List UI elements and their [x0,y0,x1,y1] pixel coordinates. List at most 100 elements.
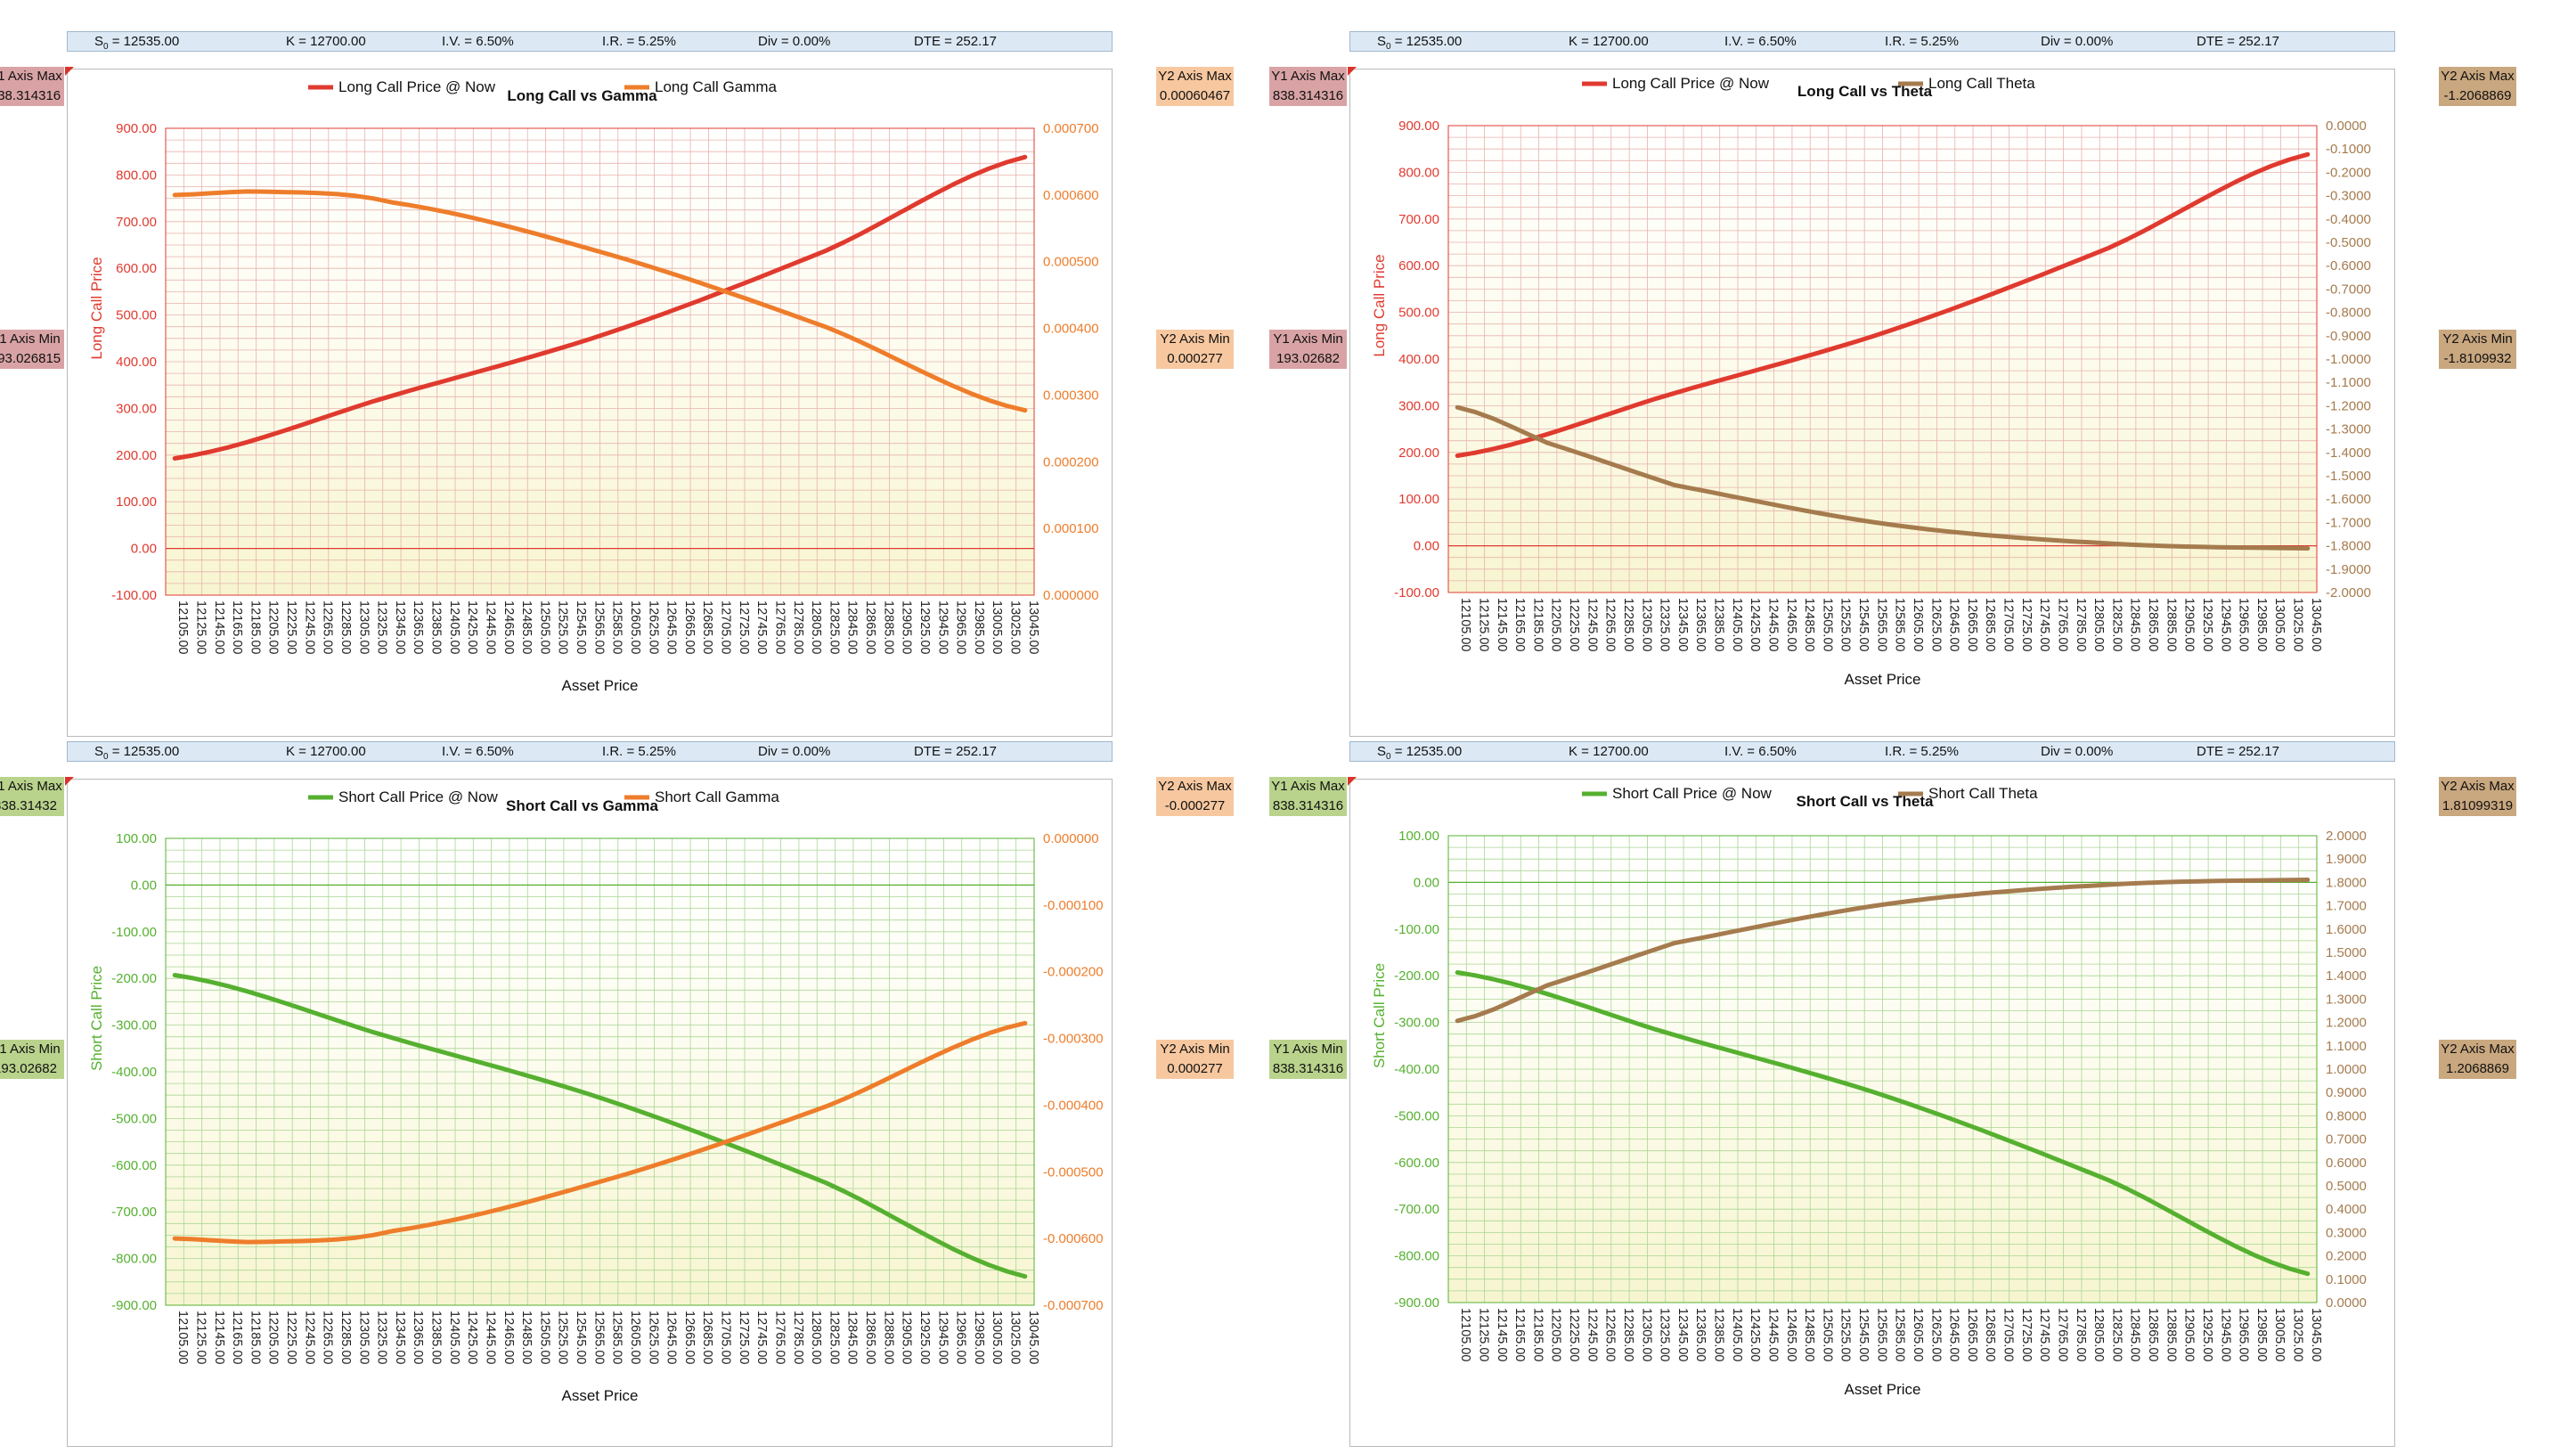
y2-tick-label: 0.9000 [2326,1085,2367,1100]
s0-subscript: 0 [103,42,109,52]
y1-axis-min-box: Y1 Axis Min 838.314316 [1269,1040,1347,1079]
y2-axis-min-value: 0.000277 [1156,1059,1234,1079]
x-tick-label: 12605.00 [1911,598,1925,651]
x-tick-label: 12545.00 [574,600,588,654]
x-tick-label: 12285.00 [1621,1308,1635,1361]
y1-tick-label: -100.00 [111,588,157,603]
legend-label-2: Long Call Gamma [655,78,778,95]
s0-label: S0 = 12535.00 [1377,32,1462,56]
y1-tick-label: -700.00 [1394,1202,1439,1217]
y2-tick-label: 0.000000 [1043,831,1099,846]
y1-axis-title: Long Call Price [1371,254,1388,356]
y1-tick-label: -500.00 [1394,1108,1439,1123]
x-tick-label: 12985.00 [972,1311,986,1364]
x-tick-label: 12785.00 [791,1311,805,1364]
y2-axis-max-value: -1.2068869 [2439,86,2516,106]
x-tick-label: 12285.00 [338,600,353,654]
y2-tick-label: -0.000200 [1043,965,1104,980]
x-axis-title: Asset Price [562,677,639,694]
y1-tick-label: -600.00 [1394,1156,1439,1171]
x-tick-label: 12585.00 [1893,1308,1907,1361]
x-tick-label: 12745.00 [754,600,769,654]
y2-tick-label: -0.5000 [2326,235,2371,250]
s0-symbol: S [1377,34,1387,49]
x-tick-label: 12985.00 [2254,1308,2269,1361]
panel-short-gamma: S0 = 12535.00 K = 12700.00 I.V. = 6.50% I.R… [0,741,1234,1454]
y1-tick-label: -100.00 [1394,922,1439,937]
y1-tick-label: -900.00 [1394,1295,1439,1311]
x-tick-label: 12985.00 [2254,598,2269,651]
x-tick-label: 12145.00 [1495,1308,1509,1361]
x-tick-label: 12665.00 [682,600,697,654]
x-tick-label: 12385.00 [1712,598,1726,651]
y2-tick-label: 0.2000 [2326,1249,2367,1264]
y2-axis-min-value: 0.000277 [1156,349,1234,369]
x-tick-label: 13005.00 [2272,598,2287,651]
x-tick-label: 12105.00 [1458,1308,1472,1361]
y1-tick-label: -300.00 [111,1018,157,1033]
s0-label: S0 = 12535.00 [94,742,179,766]
y2-tick-label: 0.8000 [2326,1108,2367,1123]
y2-axis-max-value: 1.81099319 [2439,796,2516,816]
corner-marker [65,67,74,76]
y1-axis-min-value: 838.314316 [1269,1059,1347,1079]
y1-axis-max-label: Y1 Axis Max [0,67,64,86]
x-tick-label: 12345.00 [393,600,407,654]
x-tick-label: 12325.00 [1658,1308,1672,1361]
x-tick-label: 12465.00 [1784,1308,1798,1361]
series-greek-line [1455,878,2311,1024]
s0-symbol: S [94,34,104,49]
y1-axis-max-value: 838.314316 [0,86,64,106]
y2-tick-label: 1.8000 [2326,875,2367,890]
div-label: Div = 0.00% [2041,744,2114,759]
legend-label-1: Long Call Price @ Now [1612,75,1770,92]
y1-tick-label: -800.00 [111,1252,157,1267]
s0-value: = 12535.00 [1390,744,1463,759]
y2-tick-label: -1.0000 [2326,352,2371,367]
y2-tick-label: 0.000300 [1043,388,1099,403]
y2-axis-max-label: Y2 Axis Max [1156,67,1234,86]
s0-label: S0 = 12535.00 [1377,742,1462,766]
y2-tick-label: 0.7000 [2326,1132,2367,1148]
x-tick-label: 12645.00 [1947,598,1961,651]
x-tick-label: 12505.00 [1820,1308,1834,1361]
y2-tick-label: 0.6000 [2326,1156,2367,1171]
y2-tick-label: 0.0000 [2326,118,2367,134]
x-tick-label: 12665.00 [1965,1308,1979,1361]
y2-axis-min-label: Y2 Axis Min [1156,1040,1234,1059]
x-tick-label: 12165.00 [1512,1308,1527,1361]
y2-tick-label: 0.000400 [1043,322,1099,337]
iv-label: I.V. = 6.50% [442,34,514,49]
y1-tick-label: 100.00 [116,831,157,846]
x-tick-label: 12245.00 [1585,598,1599,651]
x-tick-label: 12825.00 [827,1311,841,1364]
x-tick-label: 12365.00 [1693,598,1708,651]
x-tick-label: 12525.00 [1838,1308,1853,1361]
chart-svg: -900.00 -800.00 -700.00 -600.00 -500.00 -400.… [88,788,1104,1404]
s0-value: = 12535.00 [108,744,180,759]
chart-title: Short Call vs Theta [1797,793,1935,810]
x-tick-label: 12925.00 [2200,1308,2214,1361]
y2-tick-label: -0.9000 [2326,329,2371,344]
x-tick-label: 12305.00 [1639,1308,1653,1361]
x-tick-label: 12725.00 [737,1311,751,1364]
x-tick-label: 12805.00 [2091,598,2106,651]
x-tick-label: 12745.00 [2037,598,2051,651]
y2-axis-min-value: 1.2068869 [2439,1059,2516,1079]
legend-label-1: Short Call Price @ Now [338,788,499,805]
y2-tick-label: -0.000400 [1043,1098,1104,1113]
chart-area: -100.00 0.00 100.00 200.00 300.00 400.00 500.0… [1348,67,2395,737]
y1-tick-label: 900.00 [1398,118,1439,134]
y2-tick-label: -0.3000 [2326,189,2371,204]
series-price-line [172,973,1028,1279]
x-tick-label: 12285.00 [338,1311,353,1364]
x-tick-label: 12865.00 [863,600,877,654]
y2-tick-label: -0.000500 [1043,1164,1104,1180]
x-tick-label: 12385.00 [429,600,444,654]
div-label: Div = 0.00% [2041,34,2114,49]
chart-svg: -100.00 0.00 100.00 200.00 300.00 400.00 500.0… [88,78,1099,694]
plot-frame [1447,835,2318,1303]
